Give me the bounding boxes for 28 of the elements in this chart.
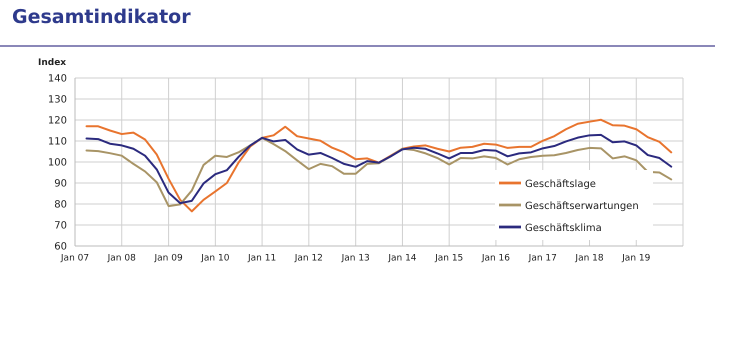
legend-label: Geschäftsklima: [525, 223, 602, 234]
legend-label: Geschäftslage: [525, 179, 596, 190]
y-tick-label: 110: [48, 136, 67, 148]
x-tick-label: Jan 14: [387, 253, 417, 264]
x-tick-label: Jan 16: [480, 253, 510, 264]
x-tick-label: Jan 13: [340, 253, 370, 264]
x-tick-label: Jan 11: [246, 253, 276, 264]
y-tick-label: 80: [54, 200, 67, 211]
x-tick-label: Jan 09: [154, 253, 183, 264]
y-tick-label: 70: [54, 220, 67, 232]
legend-label: Geschäftserwartungen: [525, 201, 639, 212]
x-tick-label: Jan 15: [434, 253, 464, 264]
y-tick-label: 130: [48, 94, 67, 106]
y-tick-label: 100: [48, 158, 67, 169]
x-tick-label: Jan 10: [200, 253, 230, 264]
x-tick-label: Jan 17: [528, 253, 557, 264]
y-tick-label: 60: [54, 242, 67, 253]
y-tick-label: 90: [54, 178, 67, 190]
x-tick-label: Jan 19: [621, 253, 651, 264]
x-tick-label: Jan 12: [294, 253, 323, 264]
chart-title: Gesamtindikator: [12, 6, 191, 28]
x-tick-label: Jan 07: [60, 253, 90, 264]
x-tick-label: Jan 08: [106, 253, 136, 264]
y-tick-label: 120: [48, 116, 67, 127]
y-tick-label: 140: [48, 74, 67, 85]
line-series: [86, 118, 672, 212]
y-axis-title: Index: [38, 58, 66, 68]
x-tick-label: Jan 18: [574, 253, 604, 264]
